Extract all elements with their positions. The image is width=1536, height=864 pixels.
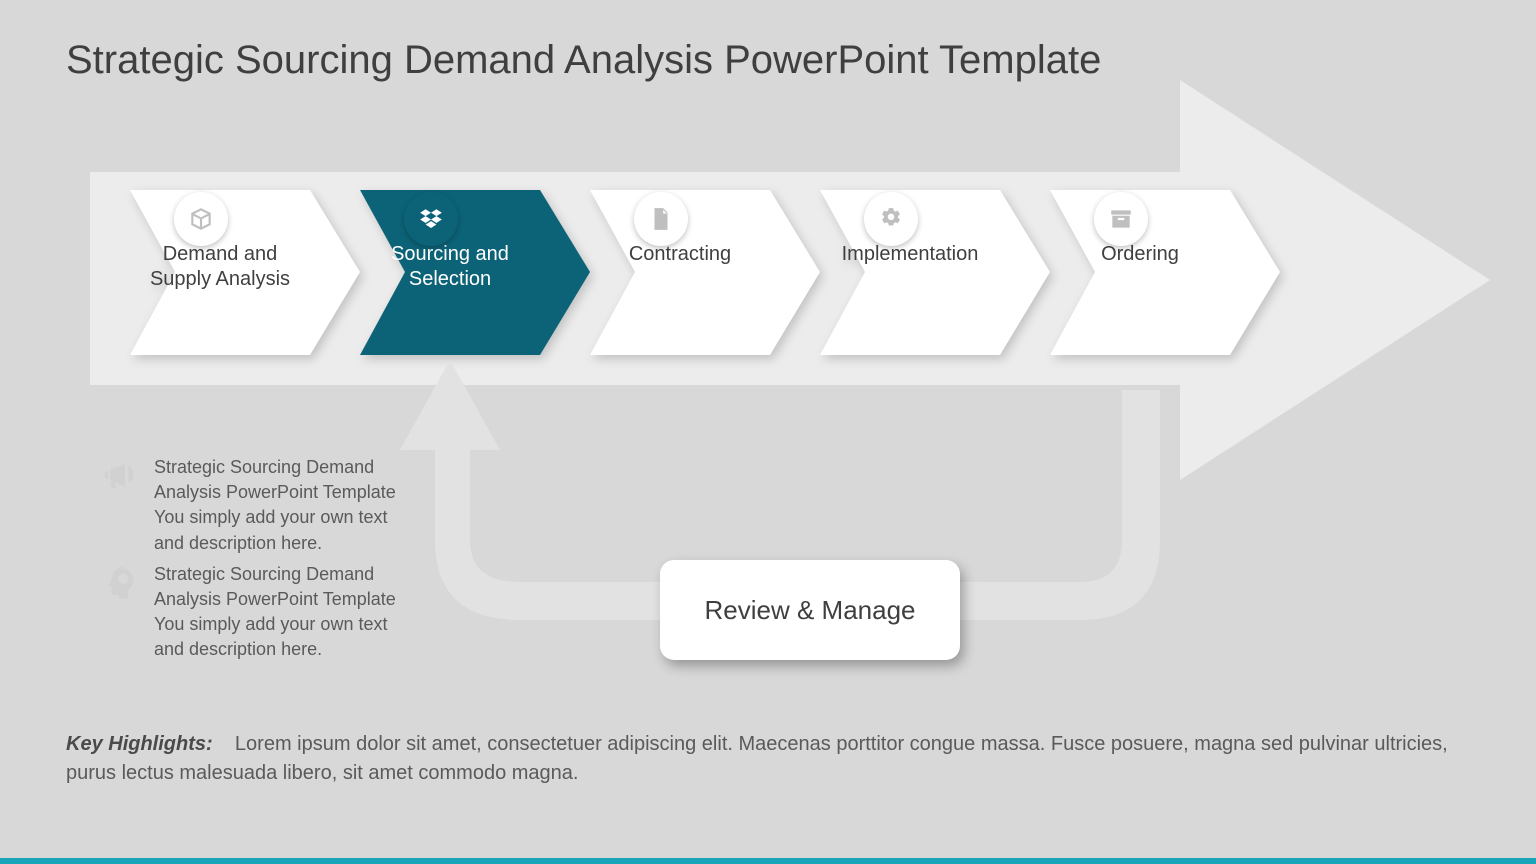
megaphone-icon [100, 455, 140, 495]
process-step: Sourcing and Selection [360, 190, 590, 355]
document-icon [634, 192, 688, 246]
process-step: Implementation [820, 190, 1050, 355]
box-icon [174, 192, 228, 246]
gears-icon [864, 192, 918, 246]
key-highlights-text: Lorem ipsum dolor sit amet, consectetuer… [66, 733, 1448, 784]
accent-bottom-bar [0, 858, 1536, 864]
process-step: Ordering [1050, 190, 1280, 355]
description-bullets: Strategic Sourcing Demand Analysis Power… [100, 455, 420, 669]
bullet-item: Strategic Sourcing Demand Analysis Power… [100, 562, 420, 663]
bullet-text: Strategic Sourcing Demand Analysis Power… [154, 455, 420, 556]
review-manage-box: Review & Manage [660, 560, 960, 660]
archive-icon [1094, 192, 1148, 246]
step-label: Demand and Supply Analysis [130, 242, 310, 292]
key-highlights: Key Highlights: Lorem ipsum dolor sit am… [66, 730, 1470, 788]
key-highlights-label: Key Highlights: [66, 733, 213, 755]
step-label: Contracting [590, 242, 770, 267]
head-gear-icon [100, 562, 140, 602]
step-label: Implementation [820, 242, 1000, 267]
bullet-text: Strategic Sourcing Demand Analysis Power… [154, 562, 420, 663]
page-title: Strategic Sourcing Demand Analysis Power… [66, 38, 1101, 83]
process-step: Demand and Supply Analysis [130, 190, 360, 355]
bullet-item: Strategic Sourcing Demand Analysis Power… [100, 455, 420, 556]
step-label: Ordering [1050, 242, 1230, 267]
step-label: Sourcing and Selection [360, 242, 540, 292]
process-step: Contracting [590, 190, 820, 355]
dropbox-icon [404, 192, 458, 246]
